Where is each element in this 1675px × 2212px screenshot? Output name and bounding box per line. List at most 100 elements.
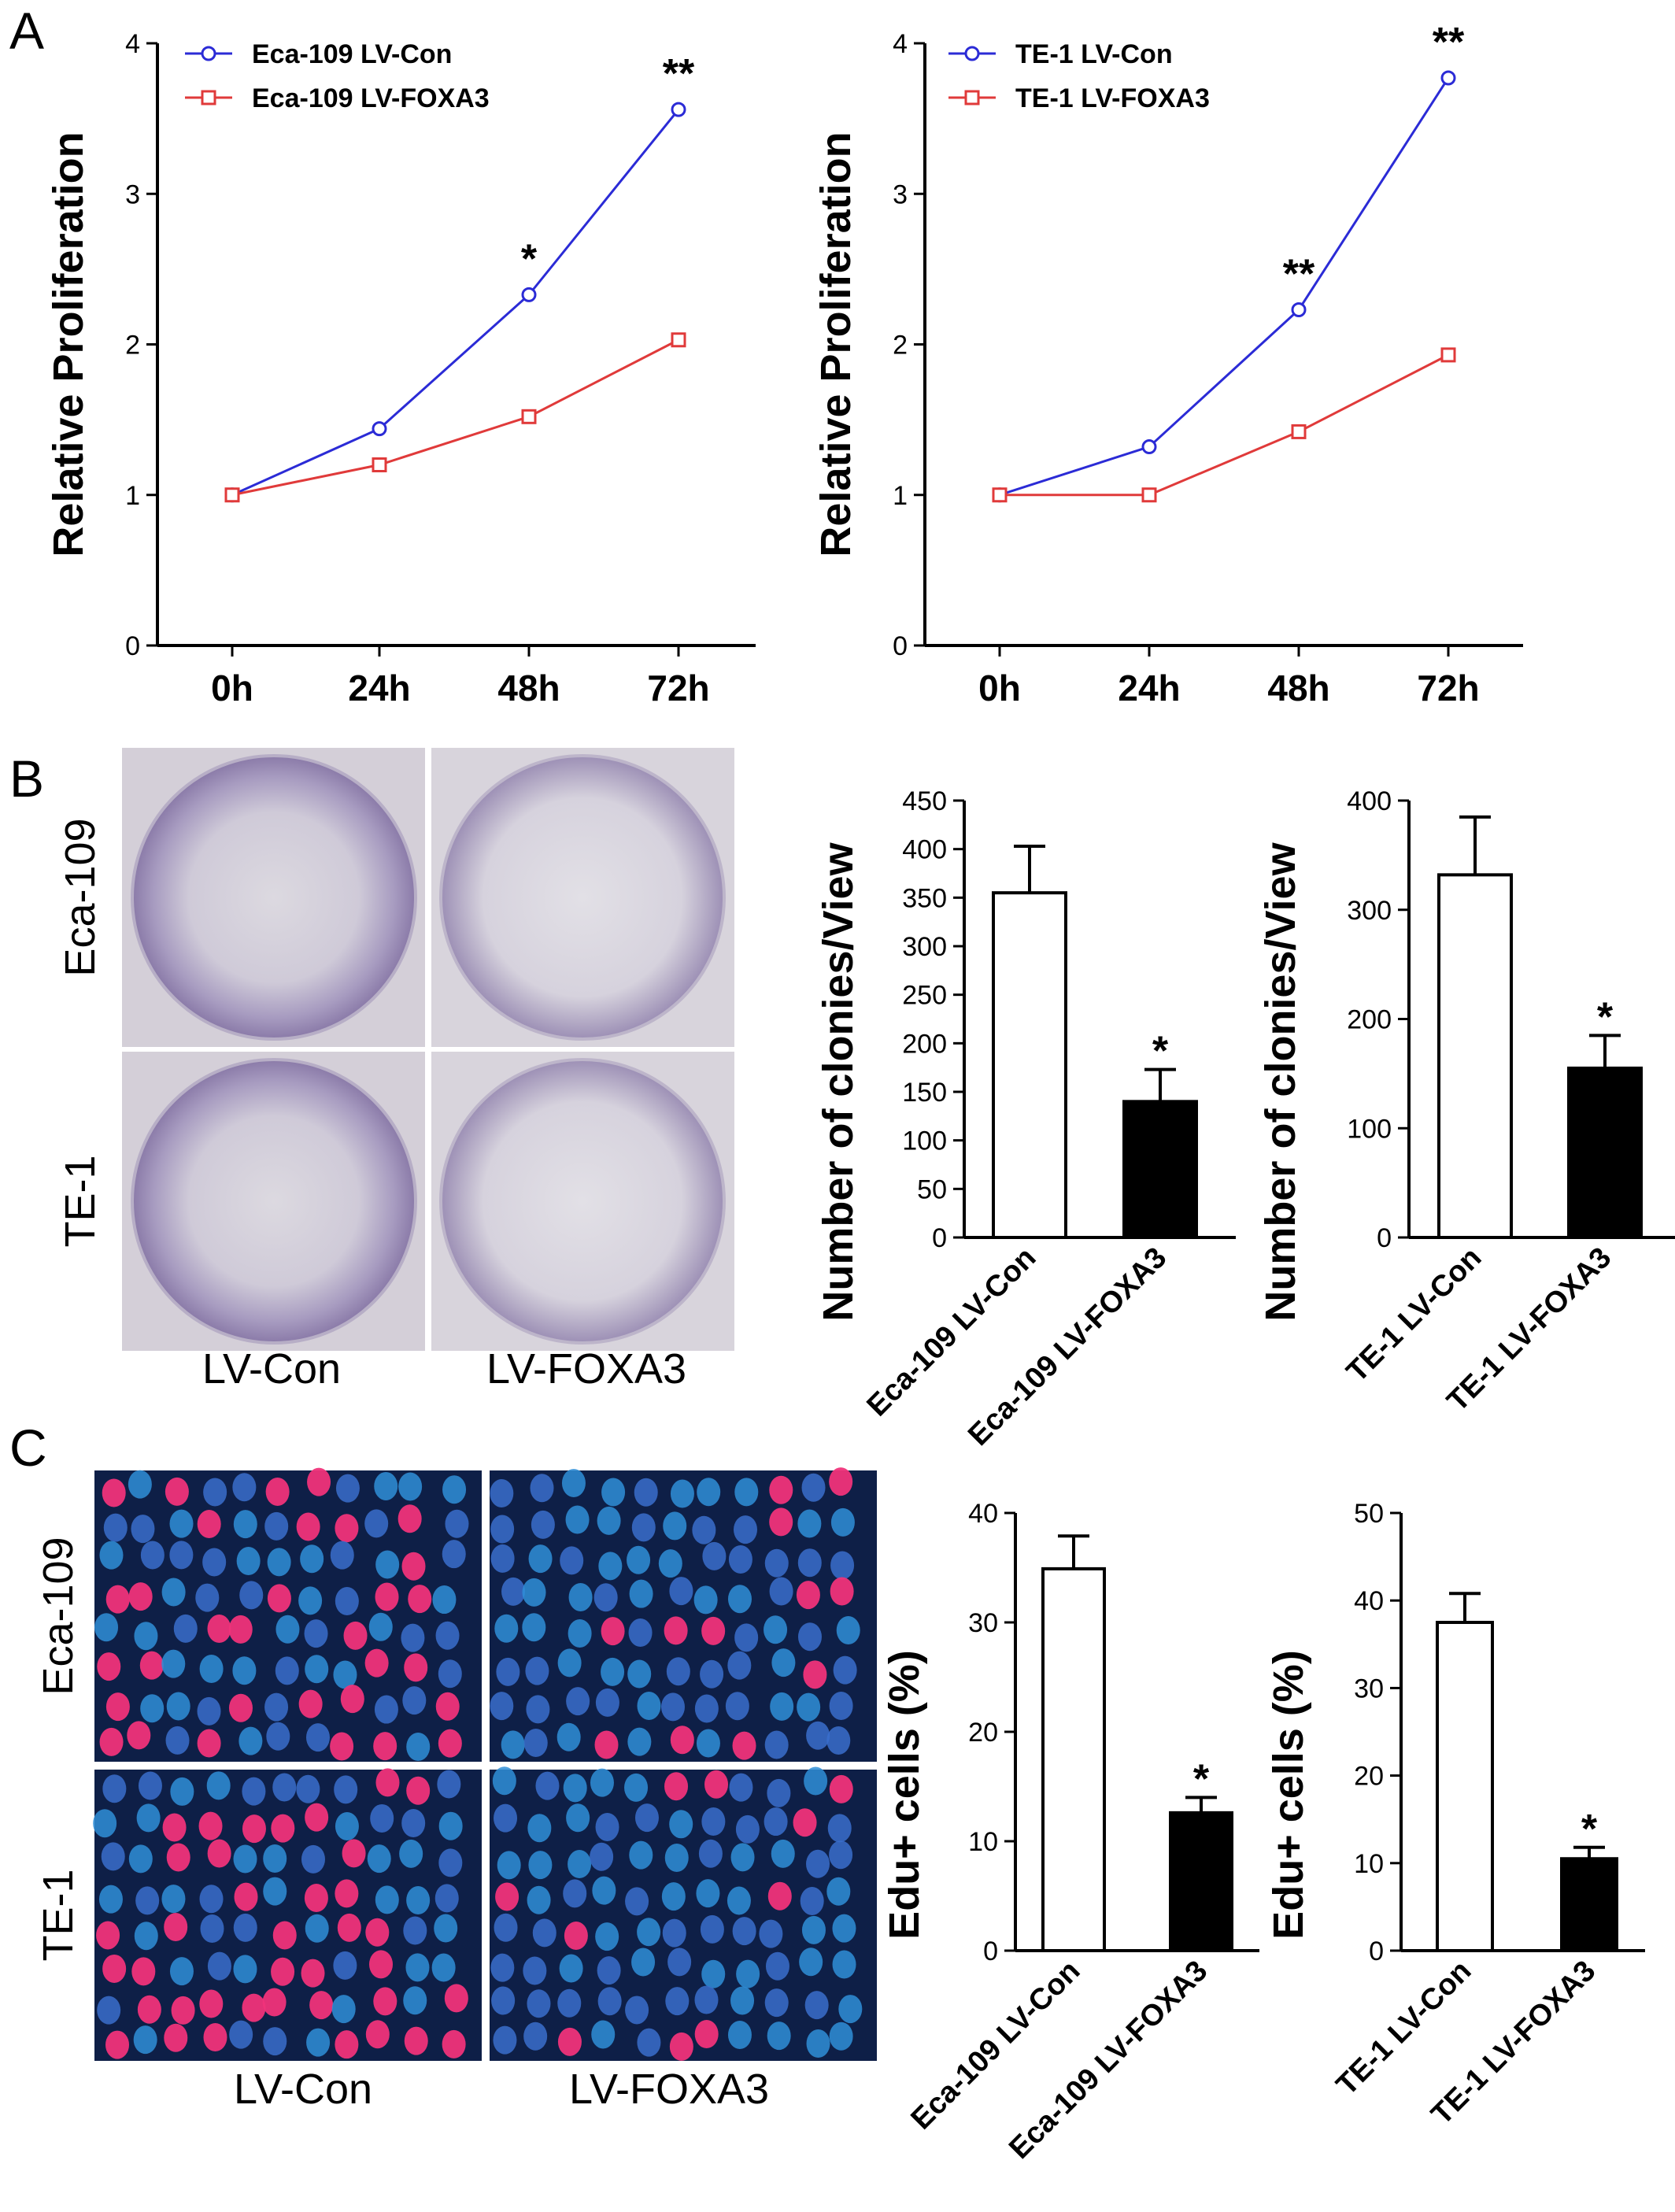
nucleus [306, 2028, 331, 2057]
nucleus [134, 1922, 158, 1951]
nucleus [173, 1614, 198, 1643]
nucleus [698, 1839, 723, 1868]
nucleus [134, 1622, 158, 1651]
nucleus [601, 1617, 625, 1646]
nucleus [434, 1884, 459, 1913]
nucleus [764, 1615, 788, 1644]
nucleus [296, 1512, 320, 1541]
nucleus [405, 1953, 430, 1982]
y-axis-title: Number of clonies/View [1257, 842, 1304, 1321]
y-tick-label: 250 [902, 981, 947, 1011]
nucleus [800, 1886, 824, 1915]
nucleus [797, 1509, 822, 1538]
nucleus [262, 1988, 287, 2017]
nucleus [532, 1918, 556, 1948]
nucleus [373, 1987, 397, 2016]
nucleus [232, 1656, 257, 1685]
nucleus [727, 1585, 752, 1614]
bar-con [992, 891, 1067, 1239]
nucleus [131, 1957, 156, 1986]
y-tick-label: 0 [1369, 1936, 1384, 1966]
nucleus [770, 1692, 794, 1721]
y-tick-label: 0 [932, 1223, 947, 1253]
nucleus [375, 1582, 399, 1611]
nucleus [373, 1732, 397, 1761]
nucleus [330, 1541, 354, 1570]
series-line-con [231, 109, 680, 497]
nucleus [199, 1655, 224, 1684]
nucleus [829, 1691, 853, 1720]
nucleus [495, 1882, 520, 1911]
nucleus [667, 1948, 692, 1977]
nucleus [670, 1479, 694, 1508]
nucleus [164, 2023, 188, 2052]
nucleus [694, 1985, 719, 2014]
nucleus [233, 1913, 257, 1942]
nucleus [568, 1582, 593, 1611]
edu-col-label-foxa3: LV-FOXA3 [569, 2066, 769, 2113]
nucleus [136, 1803, 161, 1833]
nucleus [806, 1849, 830, 1878]
nucleus [375, 1768, 400, 1797]
nucleus [701, 1959, 726, 1988]
nucleus [501, 1730, 525, 1759]
nucleus [128, 1844, 153, 1874]
nucleus [806, 1721, 830, 1750]
nucleus [98, 1885, 123, 1914]
nucleus [568, 1850, 592, 1879]
nucleus [561, 1468, 586, 1497]
nucleus [403, 1986, 427, 2015]
nucleus [133, 2025, 157, 2055]
y-tick-label: 0 [125, 631, 140, 661]
nucleus [105, 1692, 130, 1722]
nucleus [769, 1507, 793, 1537]
legend-label: Eca-109 LV-Con [252, 39, 452, 69]
nucleus [164, 1913, 188, 1942]
nucleus [367, 1844, 391, 1874]
nucleus [275, 1615, 300, 1644]
nucleus [601, 1478, 626, 1507]
nucleus [131, 1515, 155, 1544]
nucleus [364, 1509, 389, 1538]
nucleus [595, 1688, 619, 1717]
y-tick-label: 200 [902, 1029, 947, 1059]
nucleus [171, 1996, 195, 2025]
bar-con [1436, 1621, 1494, 1952]
nucleus [239, 1581, 264, 1610]
nucleus [406, 1886, 431, 1915]
nucleus [496, 1657, 520, 1686]
nucleus [557, 1648, 582, 1677]
significance-mark: * [1152, 1029, 1169, 1075]
data-point [671, 332, 686, 348]
nucleus [829, 1840, 853, 1870]
nucleus [490, 1692, 514, 1721]
nucleus [340, 1685, 364, 1714]
nucleus [734, 1623, 759, 1652]
nucleus [767, 2022, 791, 2051]
y-axis-title: Edu+ cells (%) [1265, 1650, 1312, 1940]
nucleus [442, 1540, 466, 1569]
x-tick-label: TE-1 LV-Con [1340, 1241, 1488, 1389]
bar-con [1437, 873, 1513, 1239]
series-line-con [999, 77, 1450, 497]
nucleus [492, 1766, 516, 1796]
nucleus [169, 1509, 194, 1538]
nucleus [364, 1648, 389, 1677]
nucleus [771, 1648, 796, 1677]
data-point [521, 409, 537, 424]
nucleus [335, 2030, 359, 2059]
y-tick-label: 400 [902, 835, 947, 865]
nucleus [660, 1692, 685, 1722]
nucleus [530, 1474, 554, 1503]
significance-mark: ** [1433, 20, 1465, 65]
nucleus [663, 1511, 687, 1541]
nucleus [365, 2020, 390, 2049]
nucleus [401, 1552, 426, 1581]
nucleus [597, 1506, 621, 1535]
nucleus [233, 1844, 257, 1874]
nucleus [566, 1687, 590, 1716]
nucleus [264, 1511, 289, 1541]
nucleus [634, 1803, 659, 1833]
nucleus [804, 1991, 829, 2020]
